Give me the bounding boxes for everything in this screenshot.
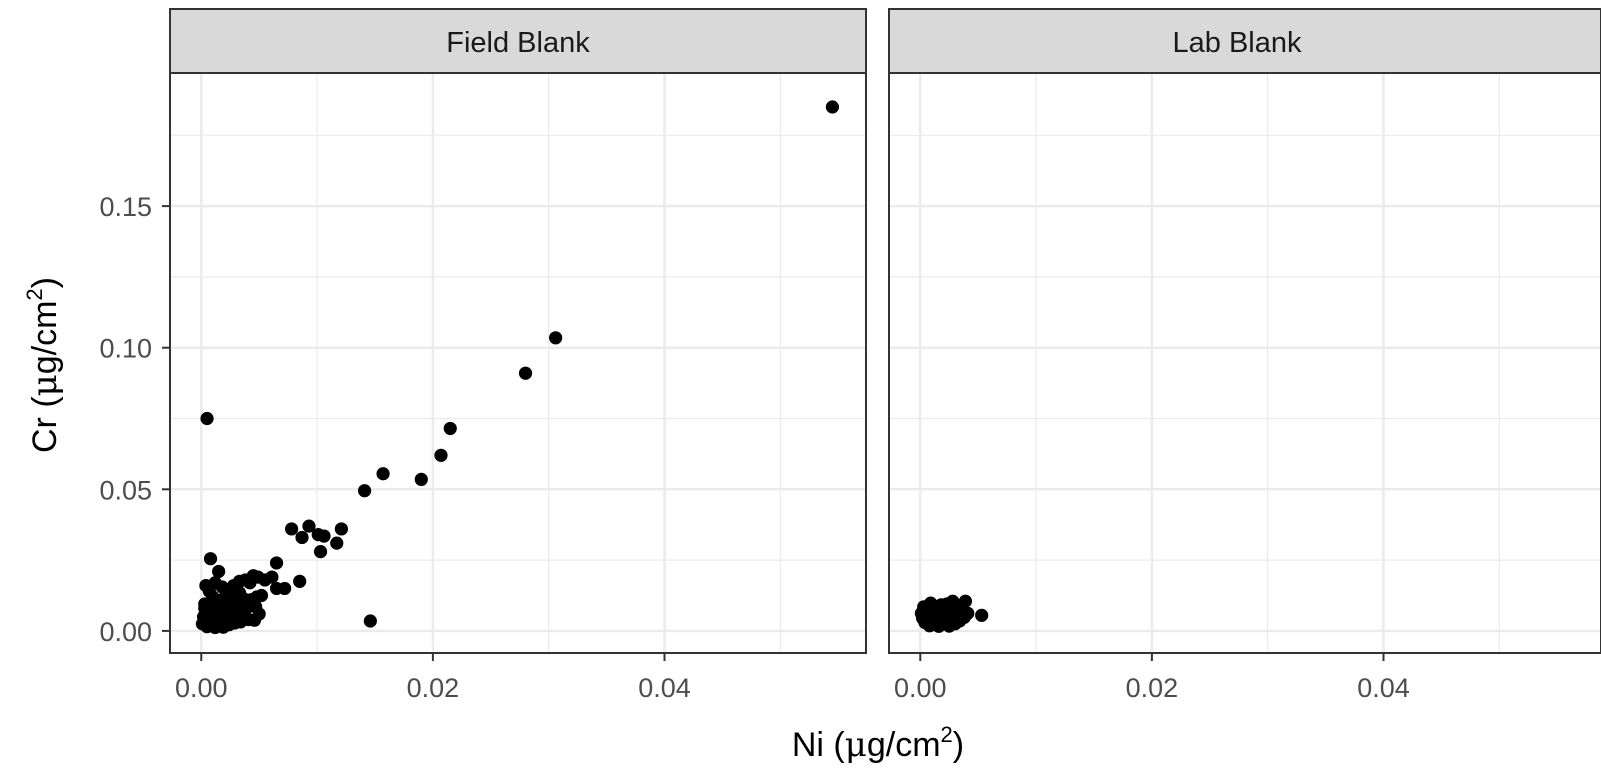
facet-strip — [169, 8, 867, 74]
data-point — [285, 522, 299, 536]
data-point — [265, 570, 279, 584]
data-point — [443, 421, 457, 436]
data-point — [932, 619, 946, 633]
x-tick-label: 0.00 — [894, 673, 947, 703]
y-axis-title: Cr (μg/cm2) — [22, 277, 65, 453]
data-point — [234, 615, 248, 629]
data-point — [232, 586, 247, 600]
data-point — [518, 366, 533, 380]
data-point — [414, 472, 428, 486]
data-point — [549, 331, 563, 345]
data-point — [330, 536, 344, 550]
x-tick-label: 0.00 — [175, 673, 228, 703]
y-tick-label: 0.10 — [99, 334, 152, 364]
x-axis-title: Ni (μg/cm2) — [792, 722, 964, 765]
x-axis-title-exponent: 2 — [941, 722, 953, 747]
facet-panel: Field Blank 0.00 0.02 0.04 — [169, 8, 867, 703]
data-point — [220, 588, 234, 603]
data-point — [434, 448, 448, 462]
x-tick-label: 0.04 — [1357, 673, 1410, 703]
facet-panels: Field Blank 0.00 0.02 0.04 Lab Blank 0.00 0.02… — [169, 8, 1601, 703]
x-tick-label: 0.04 — [638, 673, 691, 703]
data-point — [313, 545, 328, 559]
x-axis-title-mu: μ — [845, 725, 867, 765]
x-axis-title-open-paren: ( — [833, 726, 845, 764]
data-point — [243, 576, 257, 590]
data-point — [203, 552, 218, 566]
x-tick-label: 0.02 — [1126, 673, 1179, 703]
data-points — [195, 100, 840, 635]
data-point — [975, 608, 989, 622]
data-point — [942, 619, 956, 633]
facet-panel: Lab Blank 0.00 0.02 0.04 — [888, 8, 1601, 703]
y-axis-title-close-paren: ) — [26, 277, 64, 288]
y-axis-title-mu: μ — [25, 374, 65, 396]
data-point — [302, 519, 316, 533]
data-point — [334, 522, 348, 536]
data-point — [825, 100, 840, 114]
data-points — [914, 594, 989, 633]
facet-strip-label: Lab Blank — [1173, 27, 1302, 59]
x-tick-label: 0.02 — [407, 673, 460, 703]
y-tick-label: 0.15 — [99, 192, 152, 222]
data-point — [376, 467, 390, 481]
data-point — [254, 588, 269, 603]
data-point — [363, 614, 377, 628]
x-axis-title-close-paren: ) — [953, 726, 964, 764]
facet-strip-label: Field Blank — [446, 27, 590, 59]
x-axis-title-unit: g/cm — [867, 726, 941, 764]
data-point — [269, 581, 284, 596]
data-point — [198, 601, 212, 615]
data-point — [317, 529, 331, 543]
y-axis-title-element: Cr — [26, 417, 64, 453]
y-axis-title-open-paren: ( — [26, 396, 64, 408]
x-axis-title-element: Ni — [792, 726, 824, 764]
data-point — [357, 484, 372, 498]
data-point — [295, 530, 309, 545]
facet-strip — [888, 8, 1601, 74]
data-point — [919, 605, 933, 620]
data-point — [212, 564, 226, 579]
data-point — [955, 601, 969, 615]
data-point — [293, 574, 307, 588]
y-tick-label: 0.05 — [99, 475, 152, 505]
data-point — [200, 411, 214, 426]
panel-background — [170, 73, 866, 653]
data-point — [249, 600, 263, 614]
y-axis-title-unit: g/cm — [26, 301, 64, 375]
y-axis-title-exponent: 2 — [22, 288, 47, 300]
data-point — [216, 620, 230, 634]
data-point — [269, 556, 284, 570]
y-tick-label: 0.00 — [99, 617, 152, 647]
panel-background — [889, 73, 1601, 653]
y-axis: 0.00 0.05 0.10 0.15 — [99, 192, 170, 647]
